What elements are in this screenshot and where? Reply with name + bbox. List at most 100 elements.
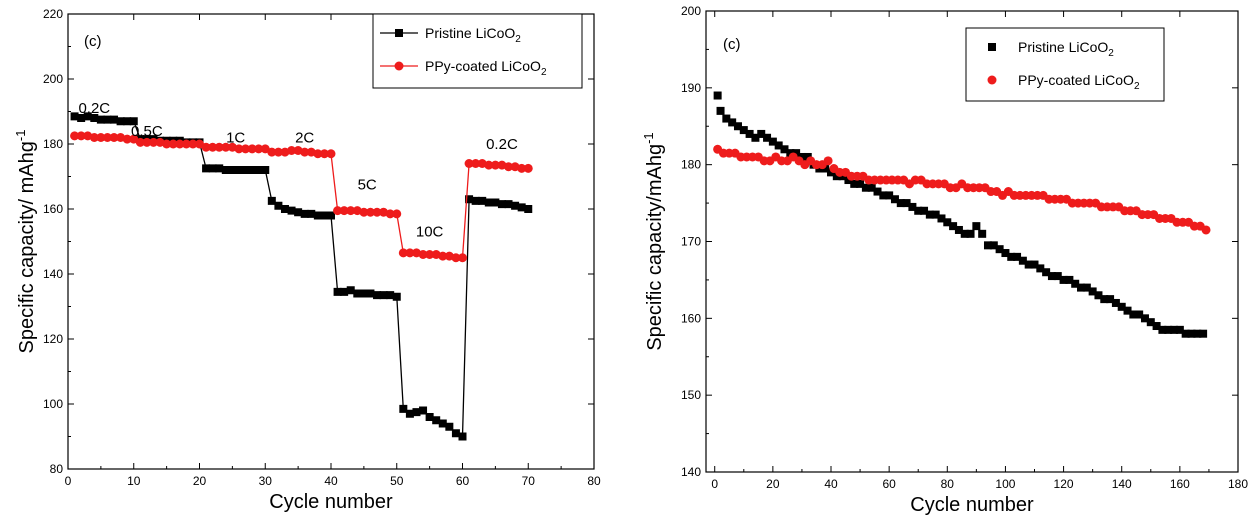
- rate-annotation: 0.5C: [131, 123, 163, 140]
- data-point: [339, 206, 349, 216]
- data-point: [294, 208, 303, 217]
- data-point: [504, 162, 514, 172]
- data-point: [261, 166, 270, 174]
- data-point: [856, 179, 865, 188]
- data-point: [1013, 252, 1022, 261]
- data-point: [89, 133, 99, 142]
- data-point: [287, 146, 297, 155]
- data-point: [896, 199, 905, 208]
- data-point: [792, 149, 801, 158]
- legend: Pristine LiCoO2 PPy-coated LiCoO2: [372, 13, 583, 89]
- legend: Pristine LiCoO2 PPy-coated LiCoO2: [965, 27, 1165, 102]
- data-point: [1111, 298, 1120, 307]
- data-point: [1036, 264, 1045, 273]
- data-point: [885, 191, 894, 200]
- data-point: [181, 139, 191, 149]
- data-point: [815, 164, 824, 173]
- data-point: [1065, 275, 1074, 284]
- data-point: [392, 209, 402, 219]
- data-point: [142, 137, 152, 147]
- y-tick-label: 200: [43, 72, 63, 86]
- data-point: [353, 289, 362, 298]
- data-point: [722, 114, 731, 123]
- data-point: [989, 241, 998, 250]
- data-point: [83, 112, 92, 121]
- data-point: [254, 144, 264, 154]
- data-point: [419, 406, 428, 415]
- data-point: [287, 206, 296, 215]
- data-point: [96, 133, 106, 142]
- data-point: [241, 166, 250, 174]
- data-point: [890, 195, 899, 204]
- data-point: [228, 166, 237, 174]
- data-point: [827, 168, 836, 177]
- data-point: [110, 115, 119, 124]
- data-point: [960, 229, 969, 238]
- x-tick-label: 0: [711, 477, 718, 491]
- series-1: [70, 112, 533, 441]
- data-point: [972, 222, 981, 231]
- y-tick-label: 190: [681, 81, 701, 95]
- data-point: [1193, 329, 1202, 338]
- data-point: [780, 145, 789, 154]
- data-point: [832, 172, 841, 181]
- data-point: [908, 202, 917, 211]
- data-point: [90, 114, 99, 122]
- data-point: [386, 291, 395, 300]
- data-point: [365, 207, 375, 217]
- data-point: [162, 139, 172, 149]
- data-point: [867, 183, 876, 192]
- y-tick-label: 200: [681, 4, 701, 18]
- series-2: [713, 144, 1211, 235]
- data-point: [464, 159, 474, 168]
- data-point: [273, 147, 283, 157]
- data-point: [221, 142, 231, 152]
- x-tick-label: 70: [522, 474, 536, 488]
- data-point: [844, 176, 853, 185]
- x-tick-label: 10: [127, 474, 141, 488]
- data-point: [234, 166, 243, 174]
- data-point: [733, 122, 742, 131]
- panel-label: (c): [723, 36, 741, 53]
- data-point: [1030, 260, 1039, 269]
- data-point: [399, 404, 408, 413]
- data-point: [451, 429, 460, 438]
- rate-annotation: 1C: [226, 129, 245, 146]
- data-point: [995, 245, 1004, 254]
- data-point: [76, 131, 86, 141]
- legend-marker: [395, 29, 403, 37]
- rate-annotation: 2C: [295, 129, 314, 146]
- data-point: [873, 187, 882, 196]
- chart-panel-2: 0 20 40 60 80 100 120 140 160 180 140 150 160 170 180 1…: [641, 4, 1248, 516]
- data-point: [490, 160, 500, 170]
- data-point: [214, 142, 224, 152]
- data-point: [148, 137, 158, 147]
- y-axis-title-sup: -1: [641, 132, 656, 144]
- data-point: [497, 200, 506, 209]
- y-axis-title-sup: -1: [13, 130, 28, 142]
- data-point: [445, 422, 454, 431]
- data-point: [438, 251, 448, 261]
- data-point: [757, 129, 766, 138]
- data-point: [491, 198, 500, 207]
- data-point: [129, 117, 138, 126]
- data-point: [412, 408, 421, 417]
- legend-box: [965, 27, 1165, 102]
- data-point: [438, 419, 447, 428]
- data-point: [914, 206, 923, 215]
- data-point: [201, 142, 211, 152]
- data-point: [274, 201, 283, 210]
- data-point: [797, 152, 806, 161]
- x-tick-label: 80: [941, 477, 955, 491]
- y-tick-label: 220: [43, 7, 63, 21]
- data-point: [1059, 275, 1068, 284]
- data-point: [966, 229, 975, 238]
- legend-label-sub: 2: [515, 34, 521, 45]
- data-point: [215, 164, 224, 173]
- data-point: [307, 209, 316, 218]
- data-point: [511, 201, 520, 210]
- data-point: [943, 218, 952, 227]
- data-point: [366, 289, 375, 298]
- y-tick-label: 180: [681, 158, 701, 172]
